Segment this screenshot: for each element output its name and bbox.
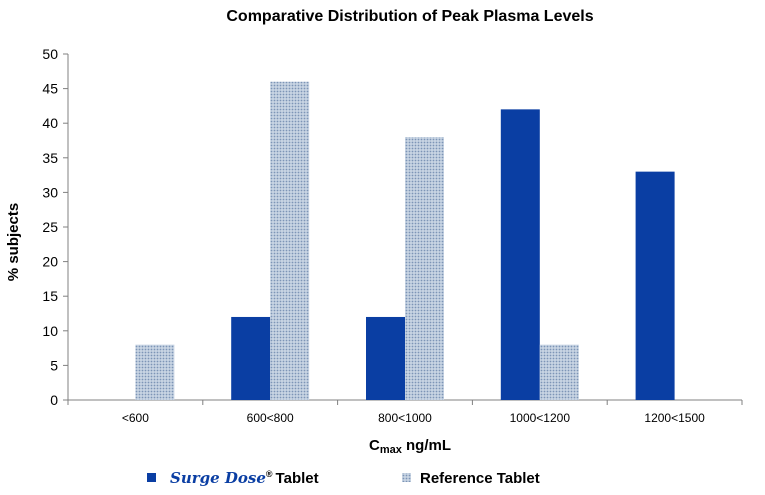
x-tick-label: 1000<1200 (510, 411, 571, 425)
x-tick-label: 600<800 (247, 411, 294, 425)
x-tick-label: <600 (122, 411, 149, 425)
y-tick-label: 5 (50, 357, 58, 373)
y-tick-label: 0 (50, 392, 58, 408)
bar (635, 171, 675, 400)
x-axis-label: Cmax ng/mL (369, 437, 451, 456)
y-tick-label: 15 (42, 288, 58, 304)
legend-brand-mark: ® (266, 469, 273, 479)
x-axis-label-subscript: max (380, 444, 403, 456)
legend-swatch-reference (402, 473, 411, 482)
legend-label-surge-dose: Surge Dose® Tablet (170, 469, 319, 487)
y-axis-label: % subjects (5, 203, 22, 281)
y-tick-label: 25 (42, 219, 58, 235)
bar (231, 316, 271, 400)
chart-title: Comparative Distribution of Peak Plasma … (226, 8, 593, 25)
y-tick-label: 35 (42, 150, 58, 166)
series-reference-tablet (135, 81, 579, 401)
x-tick-label: 1200<1500 (644, 411, 705, 425)
y-tick-label: 20 (42, 254, 58, 270)
legend-swatch-surge-dose (147, 473, 156, 482)
legend-label-reference: Reference Tablet (420, 470, 540, 487)
y-tick-label: 50 (42, 46, 58, 62)
bar (405, 137, 444, 401)
legend: Surge Dose® Tablet Reference Tablet (147, 469, 540, 487)
x-axis-label-unit: ng/mL (402, 437, 451, 454)
bar (500, 109, 540, 401)
series-surge-dose-tablet (231, 109, 675, 401)
plot-area: 0 5 10 15 20 25 30 35 40 45 50 <600 600<800 800<1000 1… (42, 46, 743, 425)
bar (270, 81, 310, 401)
y-tick-label: 30 (42, 184, 58, 200)
x-axis-label-main: C (369, 437, 380, 454)
bar (539, 344, 579, 400)
legend-brand-name: Surge Dose (170, 469, 266, 487)
y-tick-label: 40 (42, 115, 58, 131)
bar (366, 316, 405, 400)
bar (135, 344, 175, 400)
x-tick-label: 800<1000 (378, 411, 432, 425)
y-tick-label: 10 (42, 323, 58, 339)
y-tick-label: 45 (42, 81, 58, 97)
legend-series-name: Tablet (276, 470, 319, 487)
